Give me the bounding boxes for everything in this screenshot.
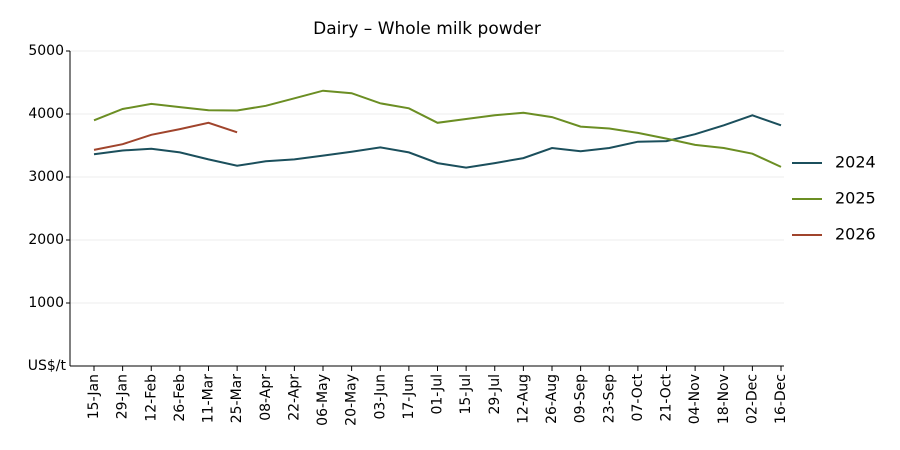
x-tick-label: 26-Aug bbox=[544, 374, 560, 424]
x-tick-label: 15-Jan bbox=[86, 374, 102, 419]
y-tick-label: 5000 bbox=[28, 43, 64, 59]
y-axis-label: US$/t bbox=[28, 358, 67, 374]
x-tick-label: 07-Oct bbox=[630, 373, 646, 421]
legend-label: 2024 bbox=[835, 153, 876, 172]
x-tick-label: 16-Dec bbox=[773, 374, 789, 424]
x-tick-label: 11-Mar bbox=[201, 374, 217, 424]
x-tick-label: 26-Feb bbox=[172, 374, 188, 422]
x-tick-label: 20-May bbox=[344, 374, 360, 426]
y-tick-label: 2000 bbox=[28, 232, 64, 248]
x-tick-label: 12-Feb bbox=[143, 374, 159, 422]
x-tick-label: 06-May bbox=[315, 374, 331, 426]
x-tick-label: 29-Jan bbox=[115, 374, 131, 419]
x-tick-label: 02-Dec bbox=[744, 374, 760, 424]
series-line bbox=[93, 89, 782, 168]
x-tick-label: 25-Mar bbox=[229, 374, 245, 424]
x-tick-label: 17-Jun bbox=[401, 374, 417, 420]
legend-label: 2026 bbox=[835, 225, 876, 244]
x-tick-label: 12-Aug bbox=[515, 374, 531, 424]
series-line bbox=[93, 121, 238, 151]
chart-title: Dairy – Whole milk powder bbox=[313, 19, 541, 39]
x-tick-label: 08-Apr bbox=[258, 374, 274, 421]
x-tick-label: 15-Jul bbox=[458, 374, 474, 415]
y-tick-label: 3000 bbox=[28, 169, 64, 185]
x-tick-label: 18-Nov bbox=[716, 374, 732, 424]
x-tick-label: 23-Sep bbox=[601, 374, 617, 423]
legend-label: 2025 bbox=[835, 189, 876, 208]
x-tick-label: 04-Nov bbox=[687, 374, 703, 424]
x-tick-label: 21-Oct bbox=[659, 373, 675, 421]
x-tick-label: 29-Jul bbox=[487, 374, 503, 415]
y-tick-label: 1000 bbox=[28, 295, 64, 311]
x-tick-label: 09-Sep bbox=[573, 374, 589, 423]
y-tick-label: 4000 bbox=[28, 106, 64, 122]
x-tick-label: 22-Apr bbox=[286, 374, 302, 421]
series-line bbox=[93, 114, 782, 169]
x-tick-label: 03-Jun bbox=[372, 374, 388, 420]
x-tick-label: 01-Jul bbox=[430, 374, 446, 415]
